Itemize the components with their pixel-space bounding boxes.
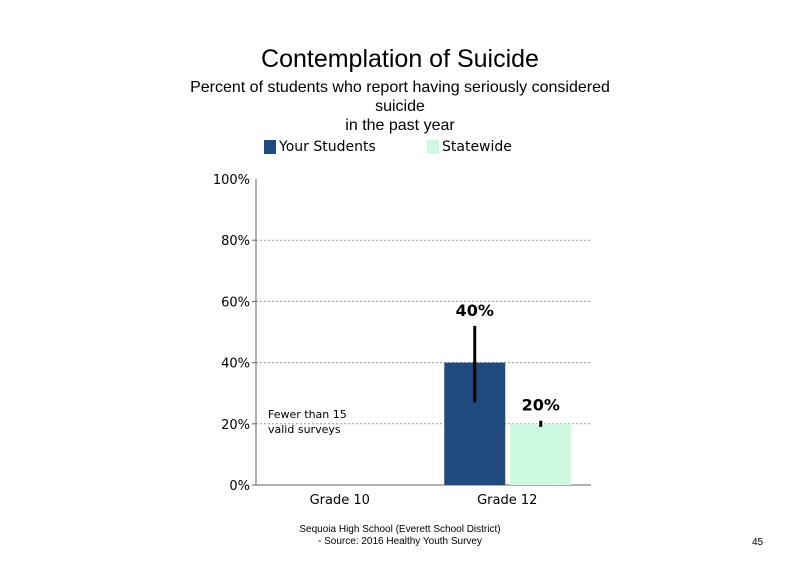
y-tick-label-40: 40%	[221, 357, 250, 372]
legend-label-your-students: Your Students	[279, 139, 376, 155]
y-tick-label-100: 100%	[213, 173, 250, 188]
data-label-statewide: 20%	[522, 396, 560, 415]
chart-subtitle: Percent of students who report having se…	[0, 78, 800, 135]
x-tick-label-grade-10: Grade 10	[310, 493, 370, 508]
legend-swatch-statewide	[427, 140, 439, 154]
footer-line-2: - Source: 2016 Healthy Youth Survey	[318, 536, 482, 547]
x-tick-label-grade-12: Grade 12	[477, 493, 537, 508]
chart-title: Contemplation of Suicide	[261, 45, 539, 73]
annotation-fewer-than-15: Fewer than 15 valid surveys	[268, 408, 347, 436]
subtitle-line-1: Percent of students who report having se…	[190, 79, 610, 96]
legend-item-your-students: Your Students	[264, 139, 376, 155]
legend-label-statewide: Statewide	[442, 139, 512, 155]
legend-swatch-your-students	[264, 140, 276, 154]
legend-item-statewide: Statewide	[427, 139, 512, 155]
data-label-your-students: 40%	[456, 301, 494, 320]
footer-line-1: Sequoia High School (Everett School Dist…	[299, 524, 501, 535]
y-tick-label-0: 0%	[229, 479, 250, 494]
y-tick-label-20: 20%	[221, 418, 250, 433]
y-tick-label-80: 80%	[221, 234, 250, 249]
footer-source: Sequoia High School (Everett School Dist…	[200, 524, 600, 548]
page-number: 45	[752, 537, 764, 548]
y-tick-label-60: 60%	[221, 295, 250, 310]
subtitle-line-3: in the past year	[345, 117, 455, 134]
subtitle-line-2: suicide	[375, 98, 425, 115]
bar-statewide-grade-12	[510, 423, 572, 485]
